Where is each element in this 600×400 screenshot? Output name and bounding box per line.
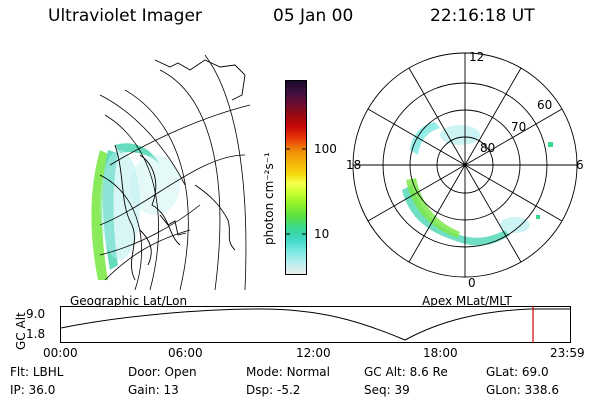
status-dsp: Dsp: -5.2: [246, 383, 301, 397]
polar-mlat-mlt-panel: 12 18 6 0 60 70 80: [346, 50, 584, 290]
altitude-ytick-low: 1.8: [26, 327, 46, 341]
geographic-image-panel: [91, 55, 251, 290]
status-mode: Mode: Normal: [246, 365, 330, 379]
geo-lat-lon-grid: [99, 55, 251, 290]
altitude-plot: [60, 306, 571, 343]
altitude-xtick: 06:00: [168, 346, 203, 360]
colorbar-tick-100: 100: [314, 142, 337, 156]
mlt-label-12: 12: [469, 50, 484, 64]
mlt-label-0: 0: [468, 276, 476, 290]
status-seq: Seq: 39: [364, 383, 410, 397]
status-ip: IP: 36.0: [10, 383, 56, 397]
mlat-label-70: 70: [511, 120, 526, 134]
mlt-label-6: 6: [576, 158, 584, 172]
polar-aurora-emission: [402, 122, 553, 246]
mlat-label-60: 60: [537, 98, 552, 112]
altitude-ytick-high: 9.0: [26, 307, 46, 321]
geo-aurora-emission: [91, 143, 180, 280]
altitude-xtick: 12:00: [296, 346, 331, 360]
instrument-title: Ultraviolet Imager: [48, 6, 202, 26]
altitude-curve: [60, 308, 570, 341]
date-label: 05 Jan 00: [273, 6, 354, 26]
status-gc-alt: GC Alt: 8.6 Re: [364, 365, 448, 379]
mlt-label-18: 18: [346, 158, 361, 172]
mlat-label-80: 80: [480, 141, 495, 155]
status-flt: Flt: LBHL: [10, 365, 64, 379]
polar-grid: [352, 52, 578, 278]
geo-panel-label: Geographic Lat/Lon: [70, 294, 188, 308]
geo-coastlines: [114, 59, 246, 281]
status-glon: GLon: 338.6: [486, 383, 559, 397]
altitude-xtick: 23:59: [550, 346, 585, 360]
time-label: 22:16:18 UT: [430, 6, 535, 26]
colorbar: [285, 80, 307, 275]
status-gain: Gain: 13: [128, 383, 179, 397]
colorbar-unit-label: photon cm⁻²s⁻¹: [262, 152, 276, 245]
status-glat: GLat: 69.0: [486, 365, 549, 379]
altitude-xtick: 18:00: [423, 346, 458, 360]
polar-panel-label: Apex MLat/MLT: [422, 294, 512, 308]
status-door: Door: Open: [128, 365, 197, 379]
colorbar-tick-10: 10: [314, 227, 330, 241]
altitude-xtick: 00:00: [43, 346, 78, 360]
